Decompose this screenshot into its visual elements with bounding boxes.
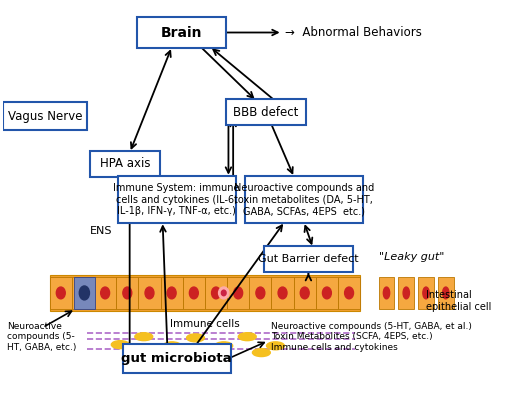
FancyBboxPatch shape [3,102,87,130]
Text: Neuroactive
compounds (5-
HT, GABA, etc.): Neuroactive compounds (5- HT, GABA, etc.… [8,322,77,352]
Ellipse shape [186,334,204,342]
Ellipse shape [79,286,89,300]
FancyBboxPatch shape [116,277,138,309]
FancyBboxPatch shape [244,176,362,223]
Ellipse shape [256,287,264,299]
FancyBboxPatch shape [74,277,95,309]
FancyBboxPatch shape [160,277,182,309]
FancyBboxPatch shape [263,246,352,272]
Text: →  Abnormal Behaviors: → Abnormal Behaviors [284,26,421,39]
FancyBboxPatch shape [315,277,337,309]
Text: Neuroactive compounds and
toxin metabolites (DA, 5-HT,
GABA, SCFAs, 4EPS  etc.): Neuroactive compounds and toxin metaboli… [233,183,373,216]
FancyBboxPatch shape [226,99,306,125]
Ellipse shape [344,287,353,299]
FancyBboxPatch shape [205,277,227,309]
Ellipse shape [278,287,286,299]
FancyBboxPatch shape [437,277,453,309]
Text: Intestinal
epithelial cell: Intestinal epithelial cell [425,290,490,312]
Ellipse shape [163,342,181,350]
FancyBboxPatch shape [72,277,94,309]
FancyBboxPatch shape [49,277,72,309]
Text: Vagus Nerve: Vagus Nerve [8,109,82,122]
FancyBboxPatch shape [397,277,414,309]
Ellipse shape [299,287,309,299]
Ellipse shape [218,287,228,299]
Text: gut microbiota: gut microbiota [121,352,232,365]
Text: Brain: Brain [160,26,202,40]
Ellipse shape [123,287,131,299]
FancyBboxPatch shape [227,277,249,309]
Ellipse shape [111,341,129,349]
Text: HPA axis: HPA axis [99,157,150,170]
Ellipse shape [233,287,242,299]
FancyBboxPatch shape [138,277,160,309]
Ellipse shape [252,349,270,357]
Ellipse shape [383,287,389,299]
Ellipse shape [167,287,176,299]
FancyBboxPatch shape [182,277,205,309]
Ellipse shape [442,287,448,299]
FancyBboxPatch shape [417,277,433,309]
FancyBboxPatch shape [337,277,360,309]
Ellipse shape [322,287,331,299]
FancyBboxPatch shape [293,277,315,309]
Ellipse shape [100,287,110,299]
FancyBboxPatch shape [249,277,271,309]
FancyBboxPatch shape [136,17,226,48]
Ellipse shape [78,287,87,299]
Text: BBB defect: BBB defect [233,105,298,119]
Ellipse shape [189,287,198,299]
Ellipse shape [215,342,232,350]
FancyBboxPatch shape [118,176,235,223]
FancyBboxPatch shape [122,344,230,373]
Ellipse shape [238,333,256,341]
Text: ENS: ENS [89,226,112,236]
Text: Immune System: immune
cells and cytokines (IL-6,
IL-1β, IFN-γ, TNF-α, etc.): Immune System: immune cells and cytokine… [113,183,239,216]
FancyBboxPatch shape [49,275,360,311]
Ellipse shape [56,287,65,299]
Ellipse shape [200,349,218,357]
Ellipse shape [134,333,153,341]
Text: Immune cells: Immune cells [170,319,239,329]
Text: Gut Barrier defect: Gut Barrier defect [258,254,358,264]
Ellipse shape [125,349,143,357]
Ellipse shape [221,290,226,296]
Ellipse shape [145,287,154,299]
Text: "Leaky gut": "Leaky gut" [378,252,443,262]
Ellipse shape [422,287,428,299]
Ellipse shape [266,342,284,350]
Ellipse shape [211,287,220,299]
FancyBboxPatch shape [271,277,293,309]
Ellipse shape [402,287,409,299]
FancyBboxPatch shape [89,151,160,177]
FancyBboxPatch shape [378,277,394,309]
Text: Neuroactive compounds (5-HT, GABA, et al.)
Toxin Metabolites (SCFA, 4EPS, etc.)
: Neuroactive compounds (5-HT, GABA, et al… [270,322,471,352]
FancyBboxPatch shape [94,277,116,309]
